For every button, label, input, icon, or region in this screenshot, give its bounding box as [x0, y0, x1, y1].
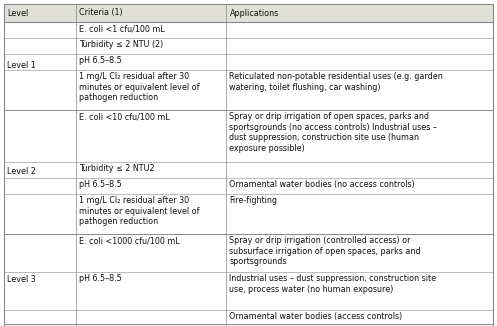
- Text: pH 6.5–8.5: pH 6.5–8.5: [80, 56, 122, 65]
- Text: Fire-fighting: Fire-fighting: [230, 196, 277, 205]
- Text: E. coli <1 cfu/100 mL: E. coli <1 cfu/100 mL: [80, 24, 165, 33]
- Text: Turbidity ≤ 2 NTU2: Turbidity ≤ 2 NTU2: [80, 164, 155, 173]
- Text: Level 2: Level 2: [7, 168, 36, 176]
- Text: Applications: Applications: [230, 8, 279, 18]
- Text: Turbidity ≤ 2 NTU (2): Turbidity ≤ 2 NTU (2): [80, 40, 164, 49]
- Text: Industrial uses – dust suppression, construction site
use, process water (no hum: Industrial uses – dust suppression, cons…: [230, 274, 437, 294]
- Text: Spray or drip irrigation of open spaces, parks and
sportsgrounds (no access cont: Spray or drip irrigation of open spaces,…: [230, 112, 437, 153]
- Text: Reticulated non-potable residential uses (e.g. garden
watering, toilet flushing,: Reticulated non-potable residential uses…: [230, 72, 443, 92]
- Text: Ornamental water bodies (no access controls): Ornamental water bodies (no access contr…: [230, 180, 415, 189]
- Text: Level: Level: [7, 8, 28, 18]
- Bar: [4, 4, 493, 22]
- Text: 1 mg/L Cl₂ residual after 30
minutes or equivalent level of
pathogen reduction: 1 mg/L Cl₂ residual after 30 minutes or …: [80, 196, 200, 227]
- Text: Spray or drip irrigation (controlled access) or
subsurface irrigation of open sp: Spray or drip irrigation (controlled acc…: [230, 236, 421, 266]
- Text: Level 3: Level 3: [7, 275, 36, 285]
- Text: Ornamental water bodies (access controls): Ornamental water bodies (access controls…: [230, 312, 403, 321]
- Text: E. coli <1000 cfu/100 mL: E. coli <1000 cfu/100 mL: [80, 236, 180, 245]
- Text: pH 6.5–8.5: pH 6.5–8.5: [80, 274, 122, 283]
- Text: pH 6.5–8.5: pH 6.5–8.5: [80, 180, 122, 189]
- Text: Level 1: Level 1: [7, 62, 36, 70]
- Text: E. coli <10 cfu/100 mL: E. coli <10 cfu/100 mL: [80, 112, 170, 121]
- Text: 1 mg/L Cl₂ residual after 30
minutes or equivalent level of
pathogen reduction: 1 mg/L Cl₂ residual after 30 minutes or …: [80, 72, 200, 102]
- Text: Criteria (1): Criteria (1): [80, 8, 123, 18]
